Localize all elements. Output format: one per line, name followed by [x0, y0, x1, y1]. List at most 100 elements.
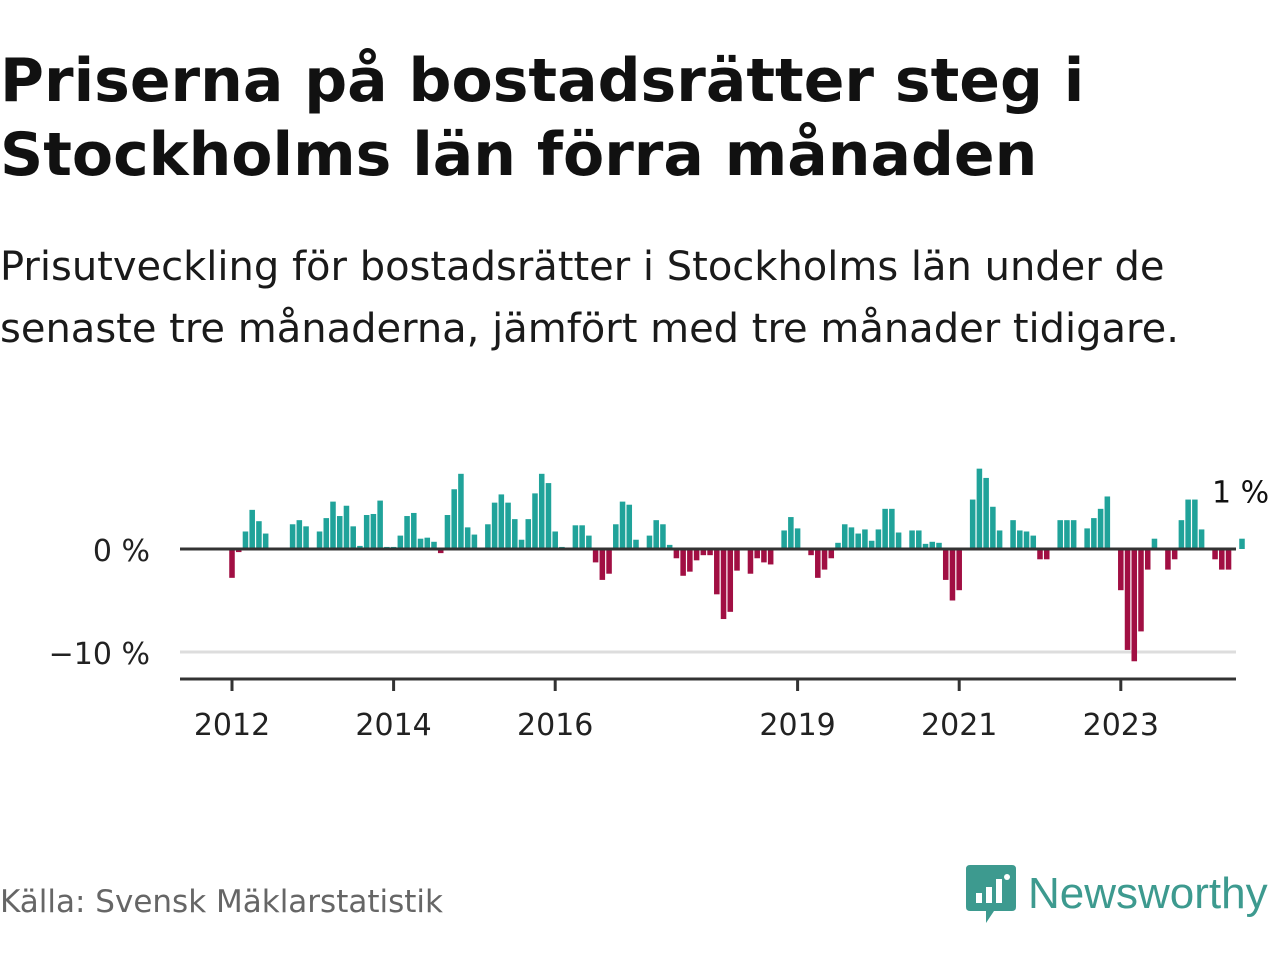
bar — [1131, 549, 1138, 662]
bar — [889, 508, 895, 549]
bar — [673, 549, 680, 559]
bar — [552, 531, 558, 549]
bar — [767, 549, 774, 565]
bar — [660, 524, 666, 549]
bar — [330, 501, 336, 549]
bar — [868, 540, 875, 549]
bar — [377, 500, 383, 549]
bar — [1225, 549, 1232, 570]
bar — [249, 509, 255, 549]
axis-layer — [180, 547, 1236, 691]
page-title: Priserna på bostadsrätter steg i Stockho… — [0, 46, 1085, 190]
bar — [1178, 520, 1185, 549]
bar — [323, 518, 330, 549]
bar — [714, 549, 720, 595]
bar — [296, 520, 303, 549]
bar — [1104, 496, 1111, 549]
bar — [700, 549, 707, 556]
bar — [734, 549, 740, 571]
last-value-label: 1 % — [1212, 476, 1269, 511]
source-note: Källa: Svensk Mäklarstatistik — [0, 884, 443, 920]
bar — [1017, 530, 1023, 549]
bar — [1198, 529, 1205, 549]
bar — [720, 549, 727, 620]
bar — [1192, 499, 1198, 549]
bar — [1138, 549, 1144, 632]
bar — [1043, 549, 1050, 560]
bar — [350, 526, 356, 549]
bar — [687, 549, 693, 572]
bar — [451, 489, 457, 549]
bar — [316, 531, 323, 549]
bar — [518, 539, 525, 549]
bar — [545, 483, 552, 549]
bar — [821, 549, 828, 570]
page-subtitle: Prisutveckling för bostadsrätter i Stock… — [0, 244, 1179, 352]
bar — [761, 549, 767, 563]
bar — [835, 542, 841, 549]
bar — [424, 537, 431, 549]
bar — [437, 549, 444, 554]
bar — [404, 516, 410, 549]
bar — [303, 526, 309, 549]
bar — [1144, 549, 1151, 570]
bar — [592, 549, 599, 563]
bar — [1037, 549, 1043, 560]
bar — [882, 508, 888, 549]
bar — [512, 519, 518, 549]
bar — [707, 549, 713, 556]
bar — [747, 549, 754, 574]
bar — [458, 473, 464, 549]
bar — [956, 549, 962, 591]
bar — [397, 535, 404, 549]
bar — [990, 506, 996, 549]
bar — [633, 539, 639, 549]
bar — [996, 530, 1003, 549]
bar — [976, 468, 983, 549]
bar — [680, 549, 686, 576]
bar — [1185, 499, 1191, 549]
bar — [841, 524, 848, 549]
bar — [262, 533, 269, 549]
bar — [781, 530, 787, 549]
bar — [916, 530, 922, 549]
bar — [619, 501, 626, 549]
bar — [336, 516, 343, 549]
bar — [922, 543, 929, 549]
x-tick-label: 2023 — [1083, 708, 1159, 743]
bar — [1212, 549, 1218, 560]
bar — [579, 525, 585, 549]
bar — [794, 528, 801, 549]
bar — [983, 477, 989, 549]
bar-chart: 0 % −10 % 2012 2014 2016 2019 2021 2023 1 % — [49, 468, 1269, 743]
brand-name: Newsworthy — [1028, 869, 1268, 918]
bar — [875, 529, 882, 549]
bar — [848, 527, 855, 549]
bar — [1010, 520, 1016, 549]
bar — [1219, 549, 1225, 570]
bar — [572, 525, 579, 549]
bar — [1151, 538, 1158, 549]
bar — [1097, 508, 1104, 549]
bar — [370, 513, 377, 549]
bar — [256, 521, 262, 549]
bar — [431, 541, 437, 549]
x-tick-label: 2019 — [759, 708, 835, 743]
bar — [646, 535, 653, 549]
bar — [586, 535, 592, 549]
x-tick-label: 2012 — [194, 708, 270, 743]
bar — [613, 524, 619, 549]
bar — [464, 527, 471, 549]
bar — [444, 515, 451, 549]
bar — [235, 549, 242, 553]
bars-layer — [229, 468, 1245, 662]
bar — [626, 504, 633, 549]
bar — [693, 549, 700, 561]
bar — [936, 542, 942, 549]
bar — [909, 530, 915, 549]
x-tick-label: 2014 — [355, 708, 431, 743]
brand-logo[interactable]: Newsworthy — [964, 862, 1268, 926]
bar — [1023, 531, 1030, 549]
bar — [525, 519, 532, 549]
bar — [343, 505, 350, 549]
